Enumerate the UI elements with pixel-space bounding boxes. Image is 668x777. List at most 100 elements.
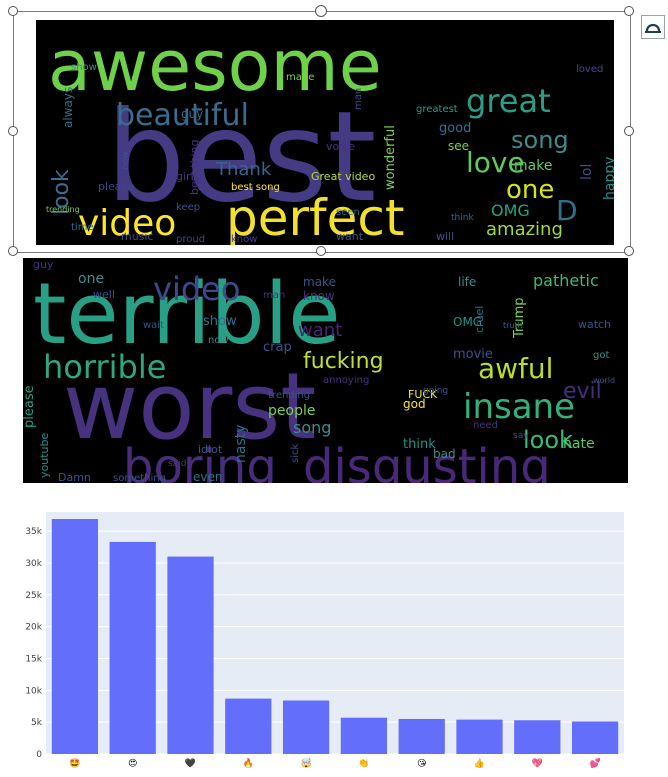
negative-wordcloud-word: nasty — [233, 424, 249, 463]
bar[interactable] — [456, 719, 503, 754]
negative-wordcloud-word: cruel — [473, 306, 486, 333]
positive-wordcloud-word: made — [286, 72, 314, 83]
emoji-bar-chart: 0 5k 10k 15k 20k 25k 30k 35k 🤩 😍 🖤 🔥 🤯 👏 😘 👍 💖 💕 — [25, 512, 624, 769]
negative-wordcloud-word: god — [403, 397, 426, 411]
x-tick-label: 😘 — [417, 758, 426, 769]
positive-wordcloud-word: now — [121, 151, 131, 170]
x-tick-label: 🔥 — [243, 757, 254, 769]
bar[interactable] — [514, 720, 561, 754]
positive-wordcloud-word: D — [556, 194, 578, 227]
positive-wordcloud-word: look — [49, 169, 74, 215]
positive-wordcloud-word: please — [98, 180, 134, 193]
negative-wordcloud-word: know — [303, 289, 335, 303]
negative-wordcloud-word: Damn — [58, 471, 91, 483]
negative-wordcloud-word: now — [208, 335, 229, 346]
y-tick-label: 15k — [25, 654, 42, 664]
positive-wordcloud-word: show — [71, 62, 97, 73]
positive-wordcloud-word: one — [506, 175, 554, 205]
positive-wordcloud-word: best thing — [188, 139, 201, 195]
negative-wordcloud-word: wait — [143, 320, 164, 331]
negative-wordcloud-word: truth — [503, 321, 523, 330]
y-tick-label: 30k — [25, 559, 42, 569]
x-tick-label: 👍 — [474, 757, 485, 769]
negative-wordcloud-word: crap — [263, 340, 292, 355]
negative-wordcloud-word: insane — [463, 387, 575, 427]
negative-wordcloud-word: bad — [433, 447, 456, 461]
resize-handle-bottom-center[interactable] — [316, 246, 326, 256]
bar[interactable] — [109, 541, 156, 754]
resize-handle-bottom-left[interactable] — [8, 246, 18, 256]
bar[interactable] — [225, 698, 272, 754]
negative-wordcloud-word: movie — [453, 347, 493, 362]
negative-wordcloud-word: song — [293, 418, 331, 437]
positive-wordcloud-word: see — [448, 139, 469, 153]
layout-options-button[interactable] — [641, 15, 665, 39]
positive-wordcloud-word: Great video — [311, 170, 375, 183]
negative-wordcloud: terrible worst boring disgusting horrible vid… — [23, 258, 628, 483]
positive-wordcloud-word: love — [466, 146, 525, 179]
positive-wordcloud-word: loved — [576, 64, 603, 75]
x-tick-label: 👏 — [358, 757, 369, 769]
negative-wordcloud-word: say — [513, 431, 529, 441]
bar[interactable] — [282, 700, 330, 754]
negative-wordcloud-word: evil — [563, 379, 602, 404]
positive-wordcloud-word: keep — [176, 202, 200, 213]
x-tick-label: 😍 — [128, 758, 137, 769]
negative-wordcloud-word: awful — [478, 352, 553, 385]
negative-wordcloud-word: trending — [268, 390, 310, 401]
positive-wordcloud-word: best — [106, 85, 376, 230]
positive-wordcloud-word: man — [353, 88, 364, 110]
negative-wordcloud-word: life — [458, 275, 476, 289]
positive-wordcloud-word: trending — [46, 205, 80, 214]
layout-options-icon — [645, 23, 661, 33]
positive-wordcloud-word: know — [231, 234, 257, 245]
negative-wordcloud-word: please — [23, 385, 37, 428]
negative-wordcloud-word: guy — [33, 258, 54, 271]
x-tick-label: 🤯 — [300, 757, 311, 769]
negative-wordcloud-word: youtube — [38, 433, 51, 478]
resize-handle-top-right[interactable] — [624, 6, 634, 16]
resize-handle-bottom-right[interactable] — [624, 246, 634, 256]
positive-wordcloud-word: wonderful — [383, 125, 398, 190]
resize-handle-middle-right[interactable] — [624, 126, 634, 136]
bar[interactable] — [340, 717, 388, 754]
negative-wordcloud-word: need — [473, 420, 498, 431]
bar[interactable] — [167, 556, 214, 754]
resize-handle-top-left[interactable] — [8, 6, 18, 16]
bar[interactable] — [398, 718, 445, 754]
positive-wordcloud-word: song — [511, 126, 569, 154]
y-tick-label: 5k — [31, 718, 43, 728]
x-tick-label: 🖤 — [185, 758, 197, 769]
negative-wordcloud-word: fucking — [303, 349, 384, 374]
negative-wordcloud-word: terrible — [33, 265, 341, 364]
negative-wordcloud-word: said — [168, 459, 186, 469]
positive-wordcloud-word: seen — [336, 207, 360, 218]
positive-wordcloud-word: girl — [176, 170, 194, 183]
bar[interactable] — [571, 721, 619, 754]
positive-wordcloud-word: beautiful — [116, 98, 249, 133]
negative-wordcloud-word: something — [113, 473, 166, 483]
y-tick-label: 20k — [25, 623, 42, 633]
resize-handle-middle-left[interactable] — [8, 126, 18, 136]
rotate-handle[interactable] — [315, 5, 327, 17]
positive-wordcloud-word: proud — [176, 234, 205, 245]
negative-wordcloud-word: annoying — [323, 375, 369, 386]
negative-wordcloud-word: look — [523, 426, 573, 454]
bar[interactable] — [51, 519, 99, 754]
x-tick-label: 💖 — [532, 757, 544, 769]
positive-wordcloud-word: greatest — [416, 104, 458, 115]
positive-wordcloud-word: time — [71, 222, 94, 233]
negative-wordcloud-word: well — [93, 288, 115, 301]
positive-wordcloud-word: good — [439, 121, 471, 136]
positive-wordcloud-word: best song — [231, 182, 280, 193]
positive-wordcloud-word: lol — [579, 164, 595, 180]
positive-wordcloud-word: perfect — [226, 189, 405, 245]
positive-wordcloud-word: happy — [602, 156, 614, 200]
positive-wordcloud-word: Thank — [215, 159, 272, 180]
negative-wordcloud-word: idiot — [198, 443, 223, 456]
negative-wordcloud-word: video — [153, 270, 240, 308]
positive-wordcloud-word: video — [78, 203, 176, 244]
positive-wordcloud-word: OMG — [491, 201, 530, 220]
